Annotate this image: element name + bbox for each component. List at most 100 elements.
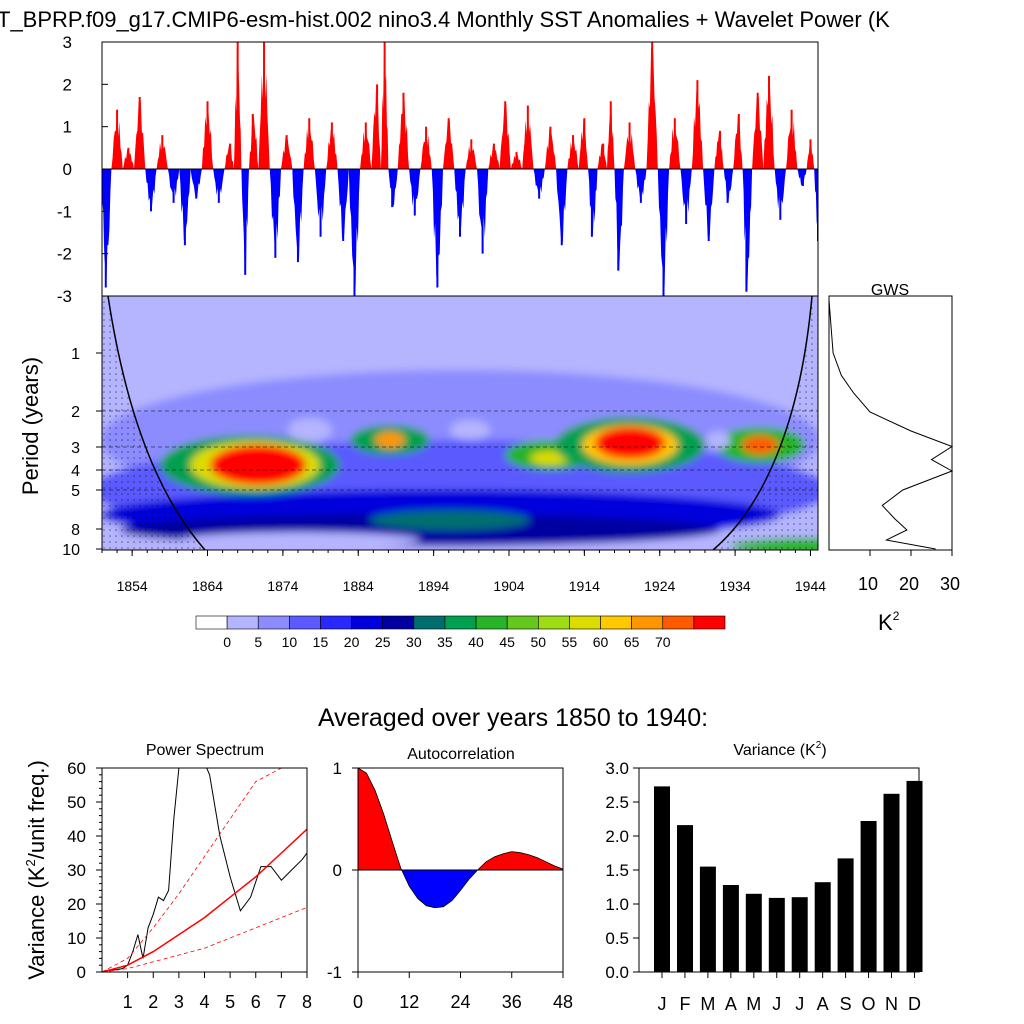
gws-x-label-base: K (878, 610, 893, 635)
variance-x-tick-label: M (746, 994, 761, 1014)
variance-bar-M (699, 866, 716, 972)
wavelet-y-tick-label: 5 (71, 483, 80, 500)
power-spectrum-y-label-tail: /unit freq.) (24, 760, 49, 859)
wavelet-x-tick-label: 1914 (569, 578, 600, 594)
power-spectrum-y-tick-label: 20 (67, 895, 86, 914)
cone-of-influence-left (107, 296, 206, 550)
variance-bar-M (745, 893, 762, 972)
colorbar-box (693, 615, 726, 630)
power-spectrum-upper-bound-line (102, 768, 307, 972)
colorbar-box (195, 615, 228, 630)
colorbar-label: 60 (593, 634, 609, 650)
wavelet-y-label: Period (years) (18, 357, 43, 495)
wavelet-blob-1888-core (375, 432, 405, 448)
wavelet-x-tick-label: 1934 (720, 578, 751, 594)
power-spectrum-y-tick-label: 0 (77, 963, 86, 982)
variance-x-tick-label: S (840, 994, 852, 1014)
colorbar-box (662, 615, 695, 630)
variance-bar-J (654, 786, 670, 972)
colorbar-box (413, 615, 446, 630)
colorbar-box (444, 615, 477, 630)
colorbar-box (257, 615, 290, 630)
power-spectrum-x-tick-label: 5 (225, 992, 235, 1012)
variance-title-base: Variance (K (733, 742, 816, 759)
wavelet-panel-frame (101, 295, 819, 551)
colorbar-label: 30 (406, 634, 422, 650)
gws-x-tick-label: 30 (940, 574, 960, 594)
variance-y-tick-label: 2.5 (605, 793, 629, 812)
wavelet-blob-hole-1894 (450, 420, 490, 440)
colorbar-box (226, 615, 259, 630)
variance-y-tick-label: 3.0 (605, 759, 629, 778)
colorbar-label: 45 (499, 634, 515, 650)
power-spectrum-y-tick-label: 40 (67, 827, 86, 846)
wavelet-y-tick-label: 2 (71, 404, 80, 421)
colorbar-label: 5 (254, 634, 262, 650)
sst-y-tick-label: 1 (63, 118, 72, 137)
gws-x-label-sup: 2 (893, 609, 900, 623)
power-spectrum-red-noise-line (102, 828, 307, 972)
colorbar-label: 10 (282, 634, 298, 650)
colorbar-label: 15 (313, 634, 329, 650)
wavelet-blob-lightblue-top (250, 375, 650, 415)
sst-anomaly-fills (102, 42, 818, 296)
wavelet-x-tick-label: 1944 (795, 578, 826, 594)
autocorrelation-x-tick-label: 0 (353, 992, 363, 1012)
colorbar-box (320, 615, 352, 630)
colorbar-boxes (195, 615, 726, 630)
power-spectrum-y-ticks: 0 10 20 30 40 50 60 (67, 759, 102, 982)
variance-title: Variance (K2) (733, 740, 826, 759)
power-spectrum-y-tick-label: 10 (67, 929, 86, 948)
colorbar-label: 70 (655, 634, 671, 650)
sst-y-tick-label: 3 (63, 33, 72, 52)
autocorrelation-y-tick-label: -1 (327, 963, 342, 982)
power-spectrum-y-tick-label: 60 (67, 759, 86, 778)
colorbar-labels: 0 5 10 15 20 25 30 35 40 45 50 55 60 65 70 (223, 634, 671, 650)
autocorrelation-x-ticks: 0 12 24 36 48 (353, 972, 573, 1012)
power-spectrum-y-label: Variance (K2/unit freq.) (23, 760, 49, 980)
wavelet-x-tick-label: 1864 (192, 578, 223, 594)
wavelet-y-tick-label: 1 (71, 346, 80, 363)
colorbar-box (289, 615, 321, 630)
variance-bar-O (860, 821, 877, 972)
variance-x-tick-label: A (817, 994, 829, 1014)
power-spectrum-lower-bound-line (102, 907, 307, 972)
sst-y-tick-label: -1 (57, 202, 72, 221)
gws-x-label: K2 (878, 609, 900, 635)
colorbar-box (600, 615, 632, 630)
wavelet-blob-bottomlight (180, 532, 420, 548)
variance-y-tick-label: 2.0 (605, 827, 629, 846)
colorbar-label: 20 (344, 634, 360, 650)
power-spectrum-x-tick-label: 6 (251, 992, 261, 1012)
variance-x-tick-label: D (908, 994, 921, 1014)
autocorrelation-x-tick-label: 36 (502, 992, 522, 1012)
variance-y-ticks: 0.0 0.5 1.0 1.5 2.0 2.5 3.0 (605, 759, 639, 982)
wavelet-x-tick-label: 1904 (493, 578, 524, 594)
power-spectrum-y-label-base: Variance (K (24, 866, 49, 980)
variance-x-tick-label: J (795, 994, 804, 1014)
power-spectrum-y-tick-label: 50 (67, 793, 86, 812)
variance-bars (654, 780, 923, 972)
wavelet-x-tick-label: 1894 (418, 578, 449, 594)
variance-bar-J (791, 897, 808, 972)
wavelet-blob-hole-1880 (288, 418, 332, 442)
variance-x-tick-label: J (772, 994, 781, 1014)
power-spectrum-x-tick-label: 3 (174, 992, 184, 1012)
wavelet-blob-hole-1928 (706, 431, 730, 449)
gws-x-ticks: 10 20 30 (858, 550, 960, 594)
variance-x-tick-label: M (700, 994, 715, 1014)
variance-y-tick-label: 1.5 (605, 861, 629, 880)
gws-line (828, 299, 954, 550)
variance-y-tick-label: 0.0 (605, 963, 629, 982)
wavelet-y-tick-label: 3 (71, 440, 80, 457)
autocorrelation-x-tick-label: 24 (450, 992, 470, 1012)
variance-y-tick-label: 0.5 (605, 929, 629, 948)
colorbar-box (382, 615, 415, 630)
power-spectrum-title: Power Spectrum (146, 742, 264, 759)
colorbar-box (475, 615, 508, 630)
power-spectrum-x-tick-label: 7 (276, 992, 286, 1012)
